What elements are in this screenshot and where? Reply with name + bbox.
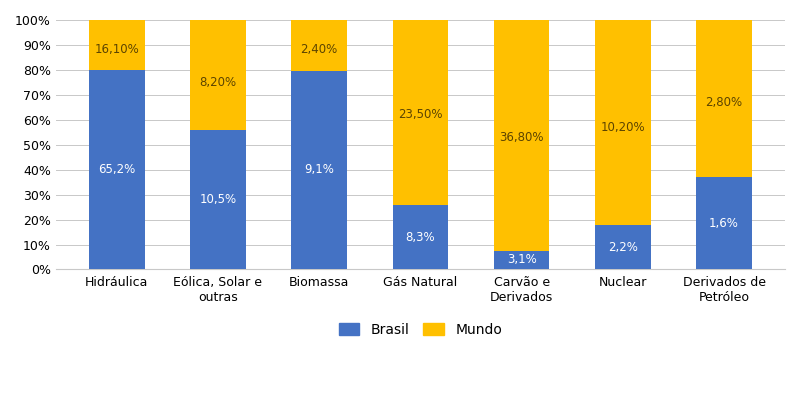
Bar bbox=[696, 177, 752, 269]
Bar bbox=[494, 251, 550, 269]
Text: 23,50%: 23,50% bbox=[398, 108, 442, 121]
Bar bbox=[89, 20, 145, 70]
Text: 3,1%: 3,1% bbox=[506, 253, 537, 267]
Text: 8,20%: 8,20% bbox=[199, 76, 237, 89]
Text: 10,5%: 10,5% bbox=[199, 193, 237, 206]
Text: 2,40%: 2,40% bbox=[301, 43, 338, 56]
Bar bbox=[393, 20, 448, 205]
Bar bbox=[393, 205, 448, 269]
Bar bbox=[89, 70, 145, 269]
Bar bbox=[190, 20, 246, 130]
Text: 1,6%: 1,6% bbox=[709, 217, 739, 230]
Text: 36,80%: 36,80% bbox=[499, 131, 544, 144]
Text: 9,1%: 9,1% bbox=[304, 163, 334, 176]
Legend: Brasil, Mundo: Brasil, Mundo bbox=[333, 317, 508, 342]
Text: 10,20%: 10,20% bbox=[601, 121, 645, 134]
Bar bbox=[595, 20, 650, 225]
Bar bbox=[494, 20, 550, 251]
Bar bbox=[595, 225, 650, 269]
Bar bbox=[190, 130, 246, 269]
Bar bbox=[291, 71, 347, 269]
Text: 8,3%: 8,3% bbox=[406, 231, 435, 243]
Text: 2,2%: 2,2% bbox=[608, 241, 638, 253]
Text: 65,2%: 65,2% bbox=[98, 163, 135, 176]
Bar bbox=[696, 20, 752, 177]
Text: 16,10%: 16,10% bbox=[94, 43, 139, 56]
Text: 2,80%: 2,80% bbox=[706, 96, 742, 109]
Bar bbox=[291, 20, 347, 71]
